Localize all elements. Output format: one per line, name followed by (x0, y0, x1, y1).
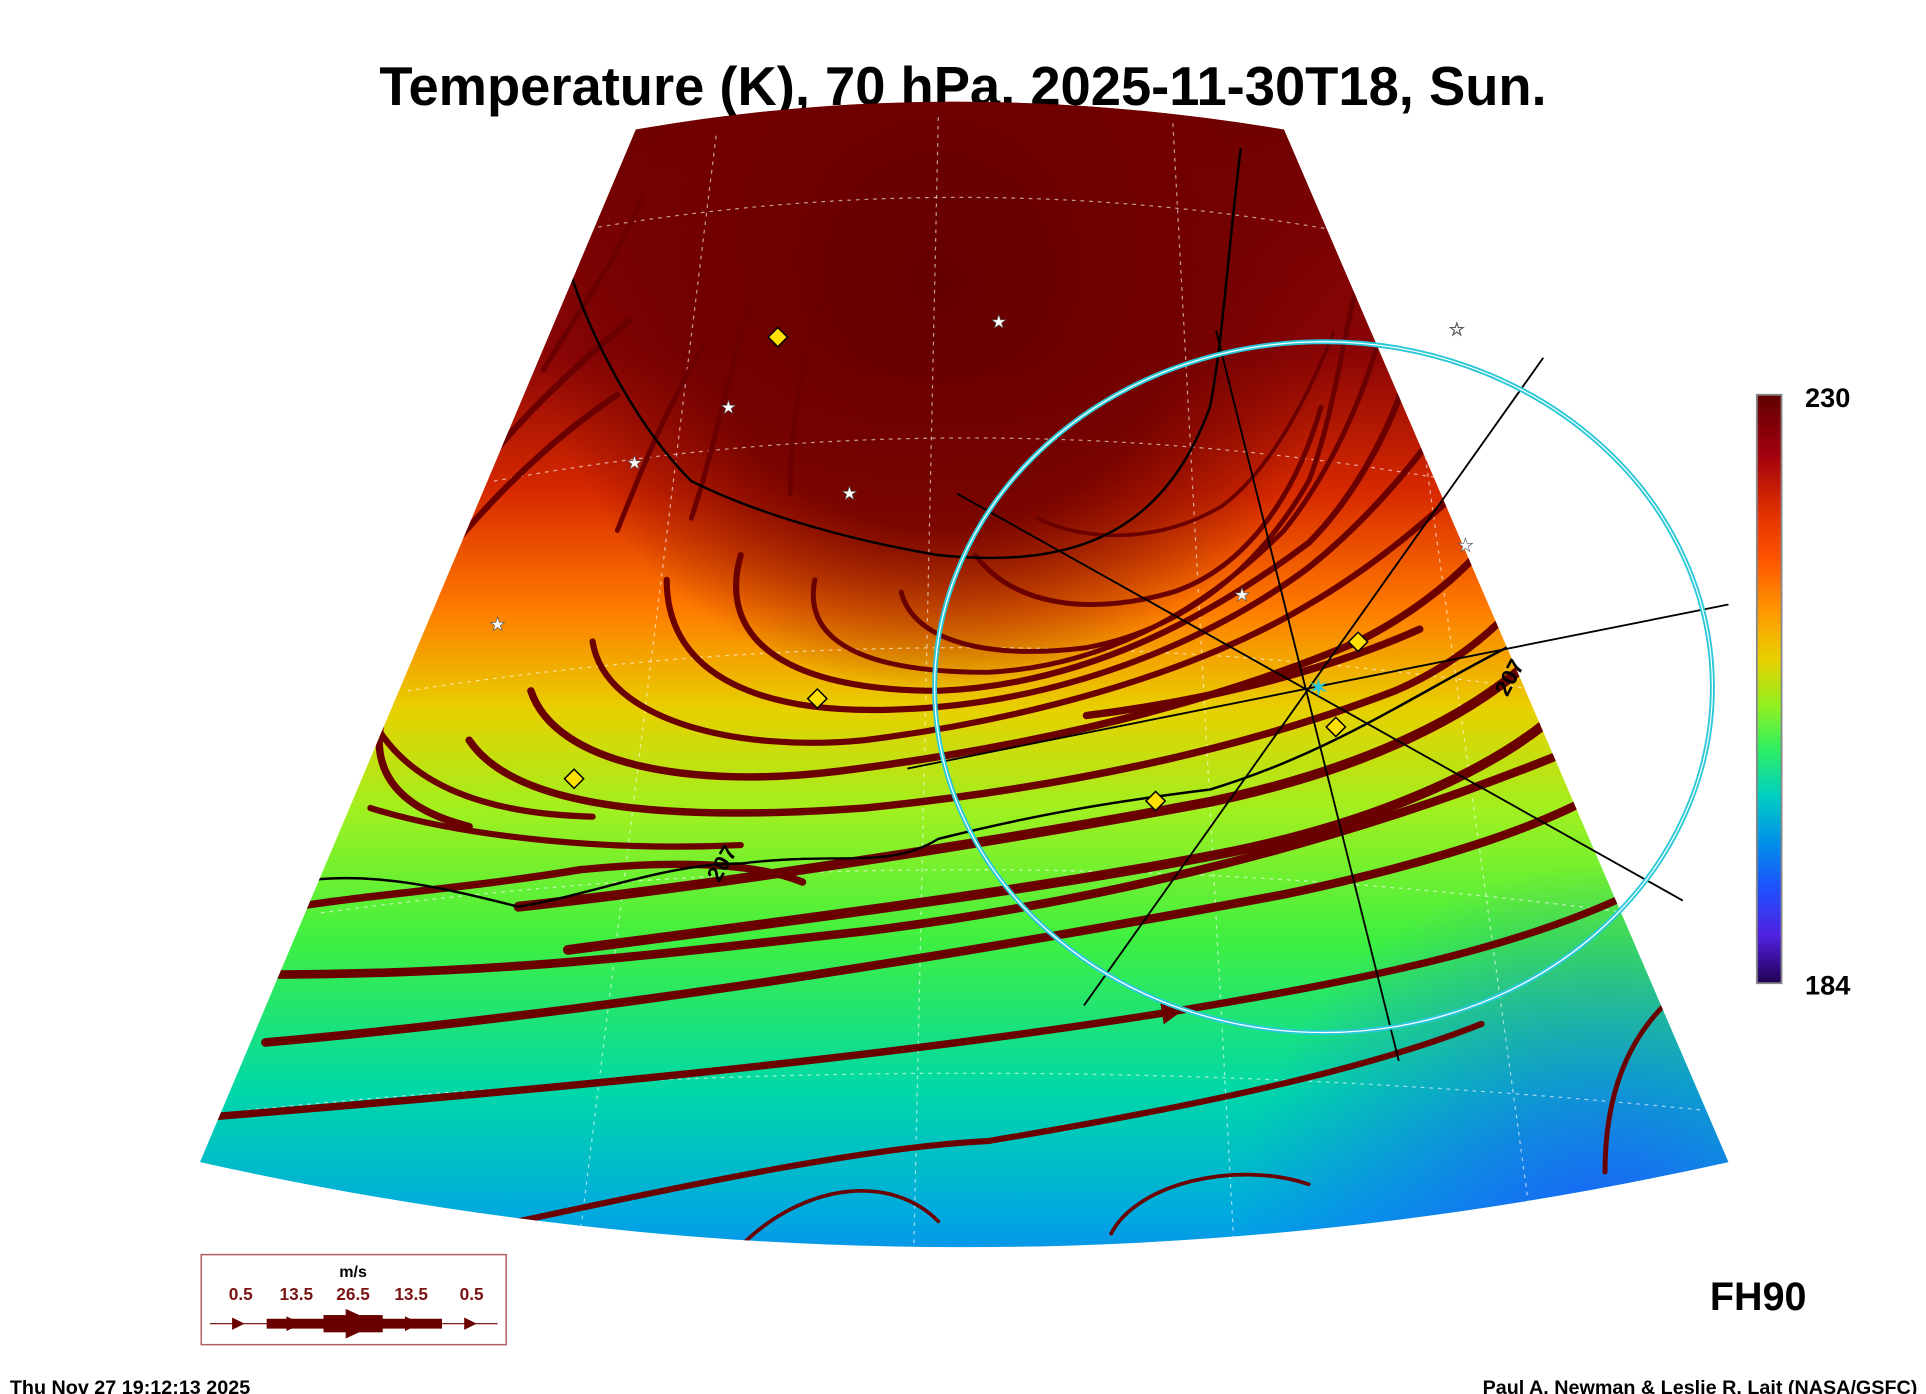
diamond-marker-icon (767, 326, 789, 348)
target-center-star-icon: ✶ (1307, 672, 1330, 703)
wind-streamlines (212, 194, 1707, 1248)
legend-speed: 26.5 (336, 1284, 370, 1304)
star-icon: ★ (841, 483, 858, 504)
target-circle-inner (933, 341, 1714, 1034)
station-markers (563, 326, 1369, 812)
diamond-marker-icon (806, 687, 828, 710)
star-icon: ★ (626, 452, 643, 473)
star-icon: ★ (1457, 534, 1474, 555)
wind-speed-legend: m/s 0.5 13.5 26.5 13.5 0.5 (200, 1253, 507, 1346)
colorbar-min-label: 184 (1805, 969, 1850, 1000)
crosshair-lines (907, 330, 1729, 1062)
legend-speed: 13.5 (394, 1284, 428, 1304)
colorbar-max-label: 230 (1805, 382, 1850, 413)
legend-unit: m/s (339, 1263, 367, 1281)
diamond-marker-icon (1347, 631, 1369, 653)
legend-speed: 13.5 (279, 1284, 313, 1304)
diamond-marker-icon (1144, 790, 1167, 812)
star-markers: ★ ★ ★ ★ ★ ★ ☆ ★ (489, 311, 1474, 635)
diamond-marker-icon (1325, 716, 1347, 738)
legend-speed: 0.5 (229, 1284, 253, 1304)
temperature-field: 207 (200, 101, 1729, 1248)
star-icon: ★ (720, 396, 737, 417)
star-icon: ★ (991, 311, 1008, 332)
colorbar (1755, 393, 1783, 985)
star-icon: ☆ (1449, 319, 1466, 340)
star-icon: ★ (489, 613, 506, 634)
forecast-hour-label: FH90 (1710, 1275, 1807, 1319)
diamond-marker-icon (563, 768, 585, 790)
legend-speed: 0.5 (460, 1284, 484, 1304)
star-icon: ★ (1234, 584, 1251, 605)
footer-timestamp: Thu Nov 27 19:12:13 2025 (10, 1377, 250, 1394)
contour-line-207 (296, 640, 1520, 908)
footer-credit: Paul A. Newman & Leslie R. Lait (NASA/GS… (1483, 1377, 1918, 1394)
